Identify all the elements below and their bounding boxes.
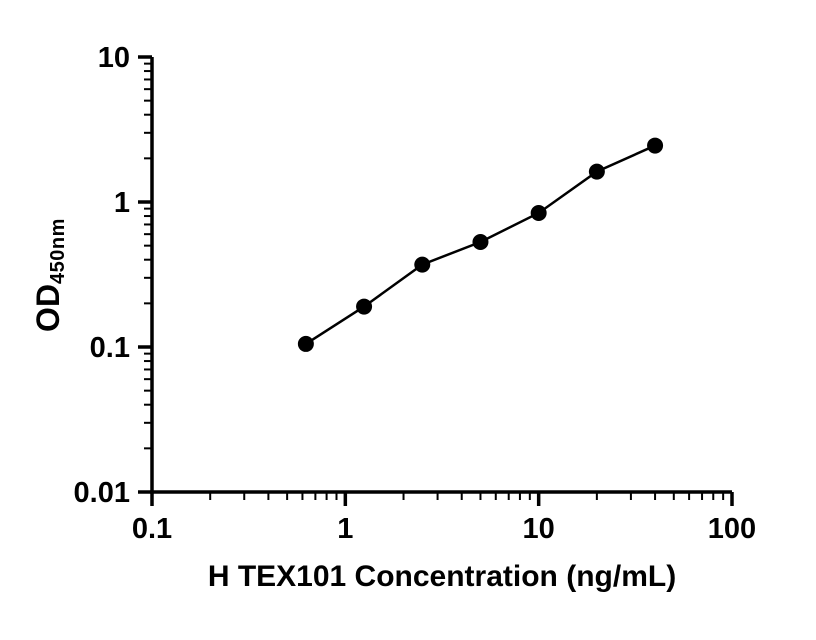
x-tick-label: 0.1	[132, 513, 172, 545]
data-point	[647, 137, 664, 154]
y-tick-label: 1	[114, 187, 130, 219]
x-tick-label: 10	[523, 513, 555, 545]
y-tick-label: 0.01	[74, 477, 130, 509]
x-tick-label: 1	[337, 513, 353, 545]
y-axis-title-subscript: 450nm	[47, 218, 69, 284]
y-tick-label: 0.1	[90, 332, 130, 364]
data-point	[472, 233, 489, 250]
y-axis-title: OD450nm	[26, 165, 70, 385]
data-point	[588, 163, 605, 180]
y-axis-title-main: OD	[30, 283, 66, 332]
data-point	[530, 204, 547, 221]
data-point	[297, 335, 314, 352]
y-tick-label: 10	[98, 42, 130, 74]
x-axis-title: H TEX101 Concentration (ng/mL)	[207, 560, 677, 593]
x-tick-label: 100	[708, 513, 756, 545]
data-point	[356, 298, 373, 315]
data-point	[414, 256, 431, 273]
